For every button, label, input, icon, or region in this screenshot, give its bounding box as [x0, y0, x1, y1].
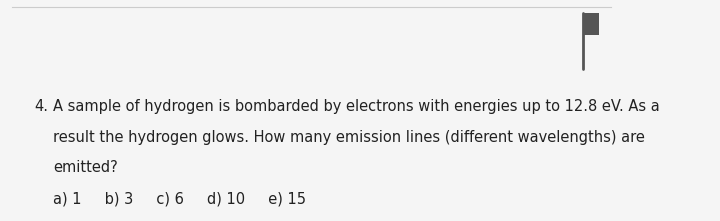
Text: A sample of hydrogen is bombarded by electrons with energies up to 12.8 eV. As a: A sample of hydrogen is bombarded by ele… [53, 99, 660, 114]
FancyBboxPatch shape [583, 13, 599, 35]
Text: result the hydrogen glows. How many emission lines (different wavelengths) are: result the hydrogen glows. How many emis… [53, 130, 645, 145]
Text: emitted?: emitted? [53, 160, 118, 175]
Text: 4.: 4. [35, 99, 48, 114]
Text: a) 1     b) 3     c) 6     d) 10     e) 15: a) 1 b) 3 c) 6 d) 10 e) 15 [53, 191, 306, 206]
